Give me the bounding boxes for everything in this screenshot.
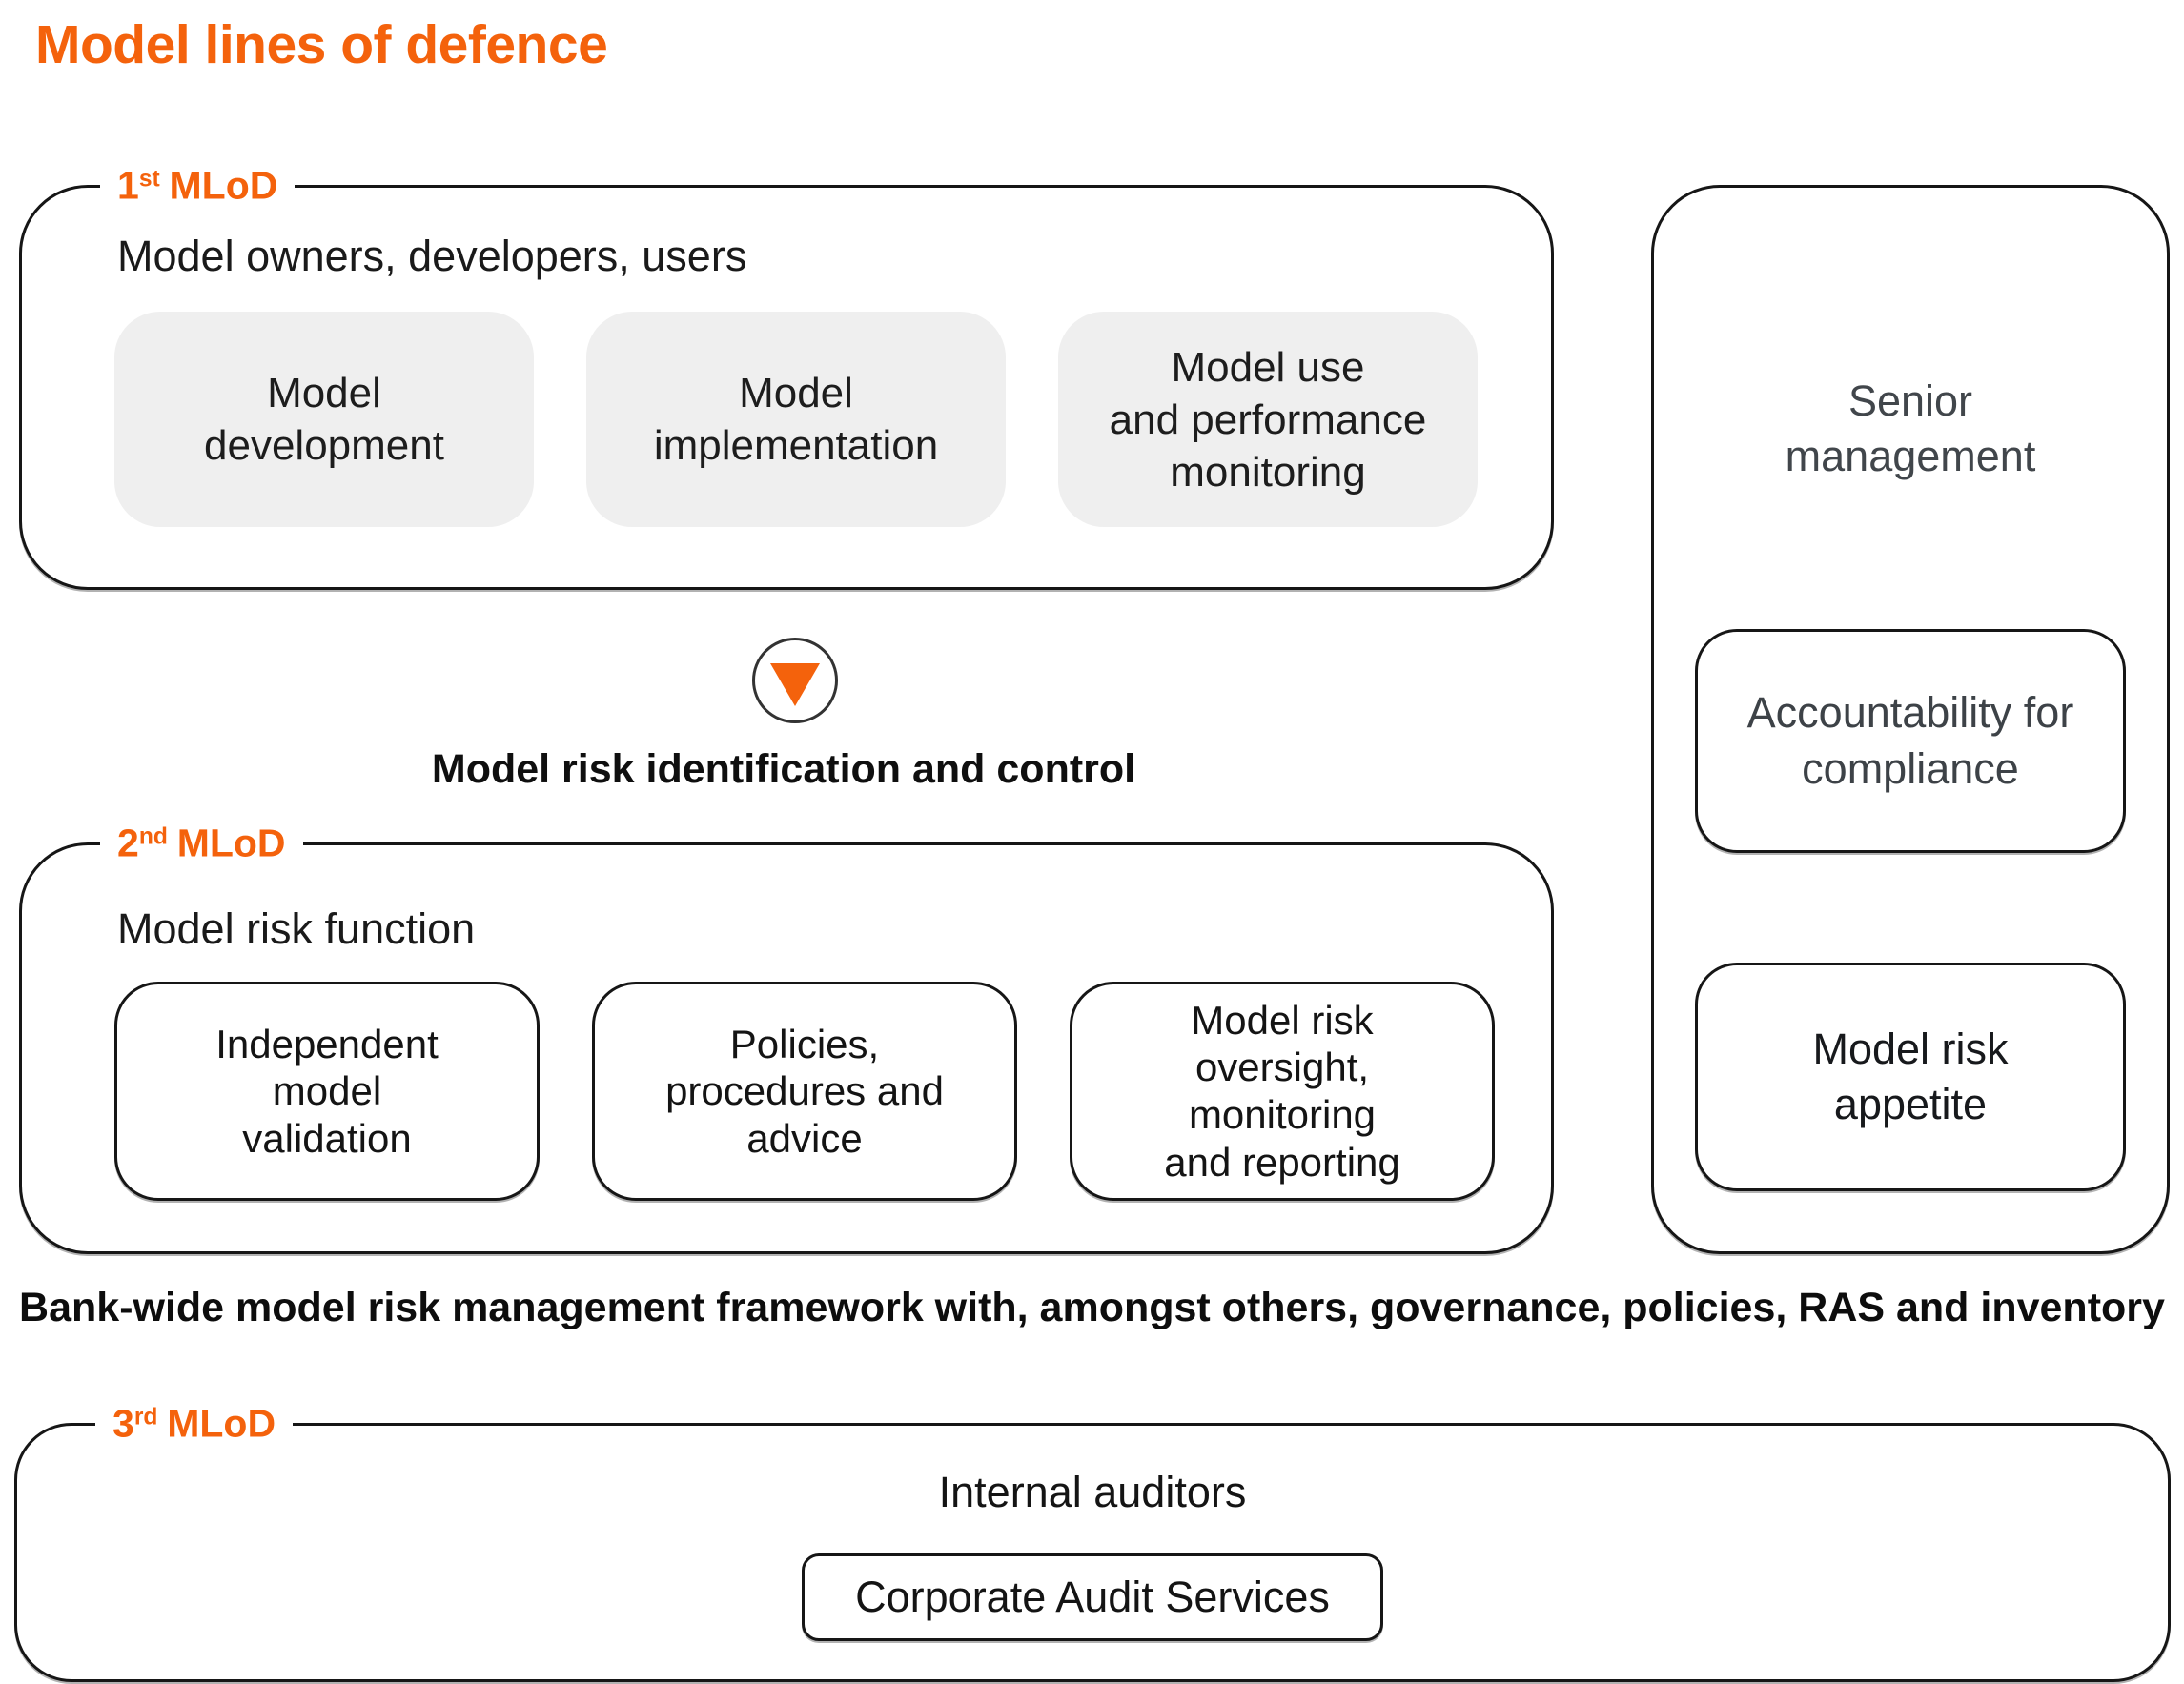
model-risk-oversight-box: Model risk oversight, monitoring and rep… [1070, 982, 1495, 1201]
third-mlod-label: 3rd MLoD [95, 1401, 294, 1447]
third-mlod-label-suffix: MLoD [167, 1401, 276, 1446]
third-mlod-label-number: 3 [112, 1401, 134, 1446]
senior-management-section: Senior management Accountability for com… [1651, 185, 2170, 1254]
first-mlod-header: Model owners, developers, users [117, 232, 747, 280]
third-mlod-label-ordinal: rd [133, 1404, 158, 1430]
flow-caption: Model risk identification and control [431, 746, 1136, 792]
model-development-box: Model development [114, 312, 534, 527]
page-title: Model lines of defence [35, 14, 608, 75]
corporate-audit-services-box: Corporate Audit Services [802, 1553, 1383, 1641]
third-mlod-section: 3rd MLoD Internal auditors Corporate Audi… [14, 1401, 2171, 1682]
triangle-down-icon [770, 662, 820, 706]
flow-arrow-circle [752, 638, 838, 723]
second-mlod-section: 2nd MLoD Model risk function Independent … [19, 821, 1554, 1254]
model-risk-appetite-box: Model risk appetite [1695, 963, 2126, 1191]
second-mlod-box-row: Independent model validation Policies, p… [114, 982, 1495, 1201]
first-mlod-section: 1st MLoD Model owners, developers, users … [19, 163, 1554, 590]
senior-management-header: Senior management [1785, 376, 2036, 480]
second-mlod-header: Model risk function [117, 904, 476, 953]
accountability-for-compliance-box: Accountability for compliance [1695, 629, 2126, 853]
internal-auditors-header: Internal auditors [938, 1468, 1247, 1516]
second-mlod-label-number: 2 [117, 821, 139, 865]
second-mlod-label-ordinal: nd [138, 823, 168, 850]
first-mlod-label-suffix: MLoD [169, 163, 278, 208]
framework-note: Bank-wide model risk management framewor… [19, 1285, 2165, 1330]
first-mlod-label: 1st MLoD [100, 163, 296, 209]
model-implementation-box: Model implementation [586, 312, 1006, 527]
first-mlod-label-ordinal: st [138, 166, 160, 193]
second-mlod-label-suffix: MLoD [176, 821, 286, 865]
model-use-performance-monitoring-box: Model use and performance monitoring [1058, 312, 1478, 527]
first-mlod-box-row: Model development Model implementation M… [114, 312, 1478, 527]
first-mlod-label-number: 1 [117, 163, 139, 208]
independent-model-validation-box: Independent model validation [114, 982, 540, 1201]
second-mlod-label: 2nd MLoD [100, 821, 303, 866]
policies-procedures-advice-box: Policies, procedures and advice [592, 982, 1017, 1201]
